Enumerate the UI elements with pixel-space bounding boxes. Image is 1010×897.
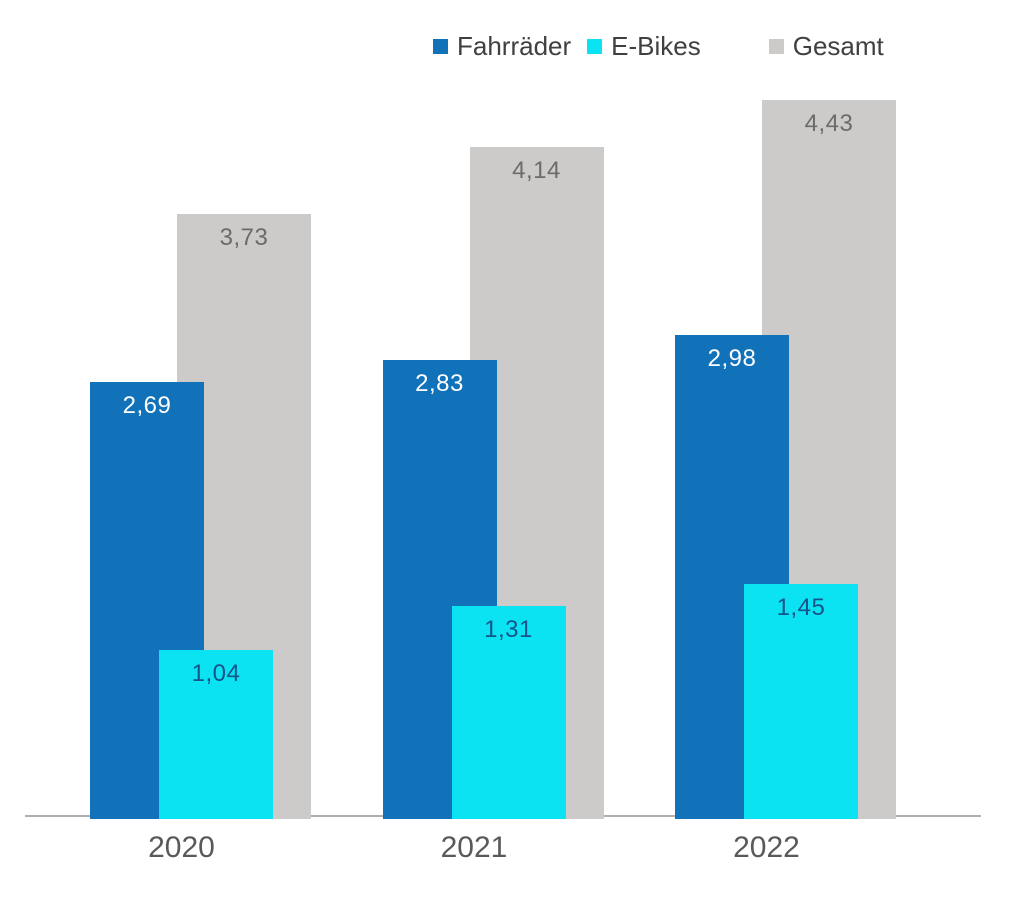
bar-value-label: 2,98: [707, 345, 757, 372]
bar-value-label: 2,83: [415, 370, 464, 397]
legend-label: E-Bikes: [611, 31, 701, 61]
bar-value-label: 1,04: [191, 660, 241, 687]
legend-item-fahrraeder: Fahrräder: [433, 31, 571, 62]
legend-swatch-icon: [587, 39, 603, 54]
bar-ebikes-2022: 1,45: [744, 584, 858, 819]
legend-label: Gesamt: [792, 31, 884, 61]
legend-item-ebikes: E-Bikes: [587, 31, 701, 62]
x-axis-label-2022: 2022: [733, 831, 800, 864]
legend-label: Fahrräder: [457, 31, 572, 61]
bar-value-label: 2,69: [122, 392, 172, 419]
bar-value-label: 1,45: [776, 594, 826, 621]
legend-swatch-icon: [768, 39, 784, 54]
bar-ebikes-2020: 1,04: [159, 650, 273, 819]
x-axis-label-2021: 2021: [440, 831, 508, 864]
bar-value-label: 3,73: [219, 224, 269, 251]
bar-value-label: 4,43: [804, 110, 854, 137]
legend-swatch-icon: [433, 39, 448, 54]
legend-item-gesamt: Gesamt: [768, 31, 884, 62]
bar-ebikes-2021: 1,31: [451, 606, 566, 819]
x-axis-label-2020: 2020: [148, 831, 215, 864]
bar-fahrraeder-2020: 2,69: [90, 382, 204, 819]
chart-legend: Fahrräder E-Bikes Gesamt: [433, 31, 884, 62]
bar-value-label: 4,14: [512, 157, 561, 184]
bar-value-label: 1,31: [484, 616, 533, 643]
